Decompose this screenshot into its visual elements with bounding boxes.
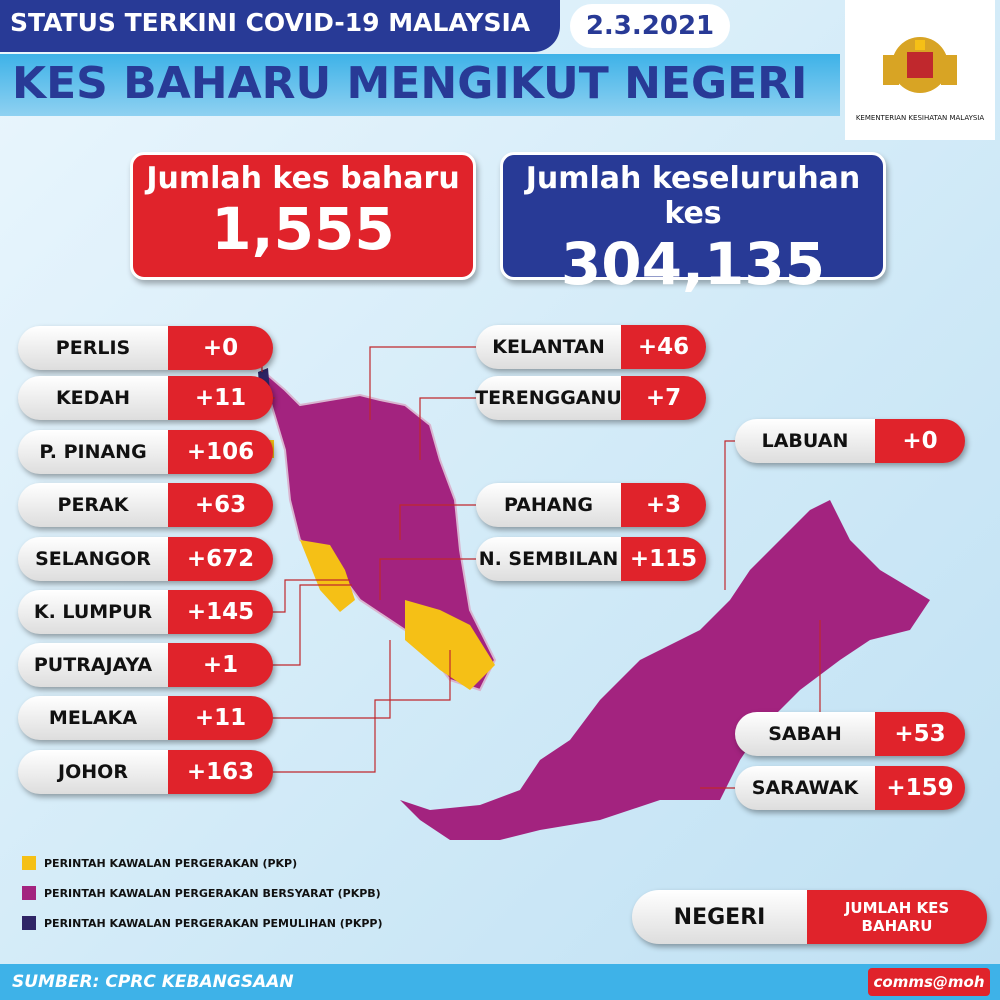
key-state: NEGERI (632, 890, 807, 944)
total-label: Jumlah kes baharu (146, 161, 460, 196)
state-name: LABUAN (735, 419, 875, 463)
legend-item: PERINTAH KAWALAN PERGERAKAN (PKP) (22, 856, 297, 870)
state-cases: +672 (168, 537, 273, 581)
legend-item: PERINTAH KAWALAN PERGERAKAN PEMULIHAN (P… (22, 916, 383, 930)
logo-caption: KEMENTERIAN KESIHATAN MALAYSIA (855, 114, 985, 122)
legend-swatch (22, 856, 36, 870)
state-pill: MELAKA +11 (18, 696, 273, 740)
state-name: MELAKA (18, 696, 168, 740)
legend-label: PERINTAH KAWALAN PERGERAKAN PEMULIHAN (P… (44, 916, 383, 930)
state-cases: +11 (168, 376, 273, 420)
state-name: KELANTAN (476, 325, 621, 369)
state-cases: +0 (875, 419, 965, 463)
legend-swatch (22, 916, 36, 930)
total-value: 1,555 (211, 195, 395, 263)
total-box: Jumlah keseluruhan kes 304,135 (500, 152, 886, 297)
state-name: KEDAH (18, 376, 168, 420)
johor-area (405, 600, 495, 690)
state-pill: PAHANG +3 (476, 483, 706, 527)
state-pill: KEDAH +11 (18, 376, 273, 420)
state-pill: SELANGOR +672 (18, 537, 273, 581)
state-cases: +163 (168, 750, 273, 794)
state-name: N. SEMBILAN (476, 537, 621, 581)
state-name: PAHANG (476, 483, 621, 527)
state-cases: +106 (168, 430, 273, 474)
state-cases: +115 (621, 537, 706, 581)
state-cases: +11 (168, 696, 273, 740)
state-pill: PERLIS +0 (18, 326, 273, 370)
legend-item: PERINTAH KAWALAN PERGERAKAN BERSYARAT (P… (22, 886, 381, 900)
state-pill: LABUAN +0 (735, 419, 965, 463)
state-name: P. PINANG (18, 430, 168, 474)
state-name: K. LUMPUR (18, 590, 168, 634)
state-name: SABAH (735, 712, 875, 756)
state-name: PERAK (18, 483, 168, 527)
key: NEGERI JUMLAH KES BAHARU (632, 890, 987, 944)
state-pill: N. SEMBILAN +115 (476, 537, 706, 581)
state-pill: SABAH +53 (735, 712, 965, 756)
logo (883, 37, 957, 93)
selangor-area (300, 540, 355, 612)
state-pill: PERAK +63 (18, 483, 273, 527)
state-pill: KELANTAN +46 (476, 325, 706, 369)
logo-box: KEMENTERIAN KESIHATAN MALAYSIA (845, 0, 995, 140)
state-cases: +53 (875, 712, 965, 756)
date: 2.3.2021 (570, 4, 730, 48)
state-cases: +46 (621, 325, 706, 369)
state-pill: PUTRAJAYA +1 (18, 643, 273, 687)
state-cases: +159 (875, 766, 965, 810)
subtitle-bar (0, 54, 840, 116)
legend-label: PERINTAH KAWALAN PERGERAKAN BERSYARAT (P… (44, 886, 381, 900)
subtitle: KES BAHARU MENGIKUT NEGERI (12, 58, 808, 109)
state-cases: +7 (621, 376, 706, 420)
state-name: TERENGGANU (475, 376, 622, 420)
state-cases: +1 (168, 643, 273, 687)
total-value: 304,135 (560, 230, 826, 298)
handle: comms@moh (868, 968, 990, 996)
legend-label: PERINTAH KAWALAN PERGERAKAN (PKP) (44, 856, 298, 870)
state-cases: +0 (168, 326, 273, 370)
state-cases: +63 (168, 483, 273, 527)
title-bar (0, 0, 560, 52)
key-cases: JUMLAH KES BAHARU (807, 890, 987, 944)
state-pill: P. PINANG +106 (18, 430, 273, 474)
title: STATUS TERKINI COVID-19 MALAYSIA (10, 8, 531, 37)
legend-swatch (22, 886, 36, 900)
footer-bar (0, 964, 1000, 1000)
total-label: Jumlah keseluruhan kes (525, 161, 861, 231)
source: SUMBER: CPRC KEBANGSAAN (12, 972, 294, 992)
borneo (400, 500, 930, 840)
total-box: Jumlah kes baharu 1,555 (130, 152, 476, 280)
state-name: SELANGOR (18, 537, 168, 581)
state-pill: K. LUMPUR +145 (18, 590, 273, 634)
state-cases: +145 (168, 590, 273, 634)
state-name: JOHOR (18, 750, 168, 794)
state-pill: TERENGGANU +7 (475, 376, 706, 420)
state-name: PUTRAJAYA (18, 643, 168, 687)
state-name: PERLIS (18, 326, 168, 370)
state-cases: +3 (621, 483, 706, 527)
state-name: SARAWAK (735, 766, 875, 810)
state-pill: JOHOR +163 (18, 750, 273, 794)
state-pill: SARAWAK +159 (735, 766, 965, 810)
